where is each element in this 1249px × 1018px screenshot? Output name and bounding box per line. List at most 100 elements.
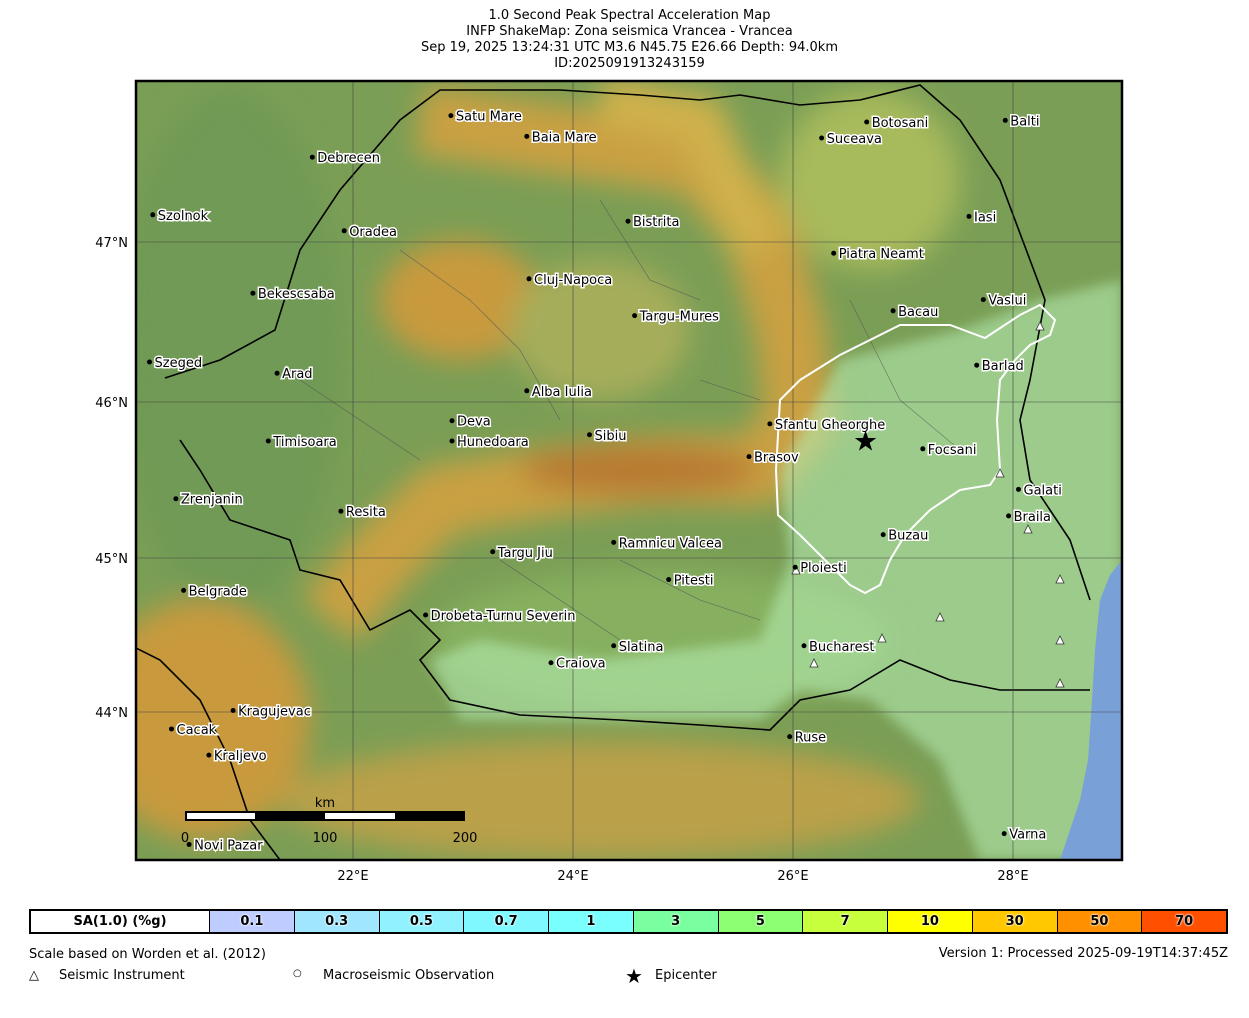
city-dot-icon [206,752,212,758]
city-marker: Belgrade [181,583,248,601]
city-label: Suceava [827,132,882,147]
city-dot-icon [611,539,617,545]
map-frame [134,79,1124,862]
city-dot-icon [974,362,980,368]
black-sea [1060,560,1122,860]
city-dot-icon [666,577,672,583]
city-marker: Novi Pazar [186,837,265,855]
seismic-instrument-triangle-icon [1035,321,1045,331]
lat-tick: 46°N [95,396,128,411]
city-marker: Bacau [890,303,940,321]
city-label: Baia Mare [532,130,597,145]
city-label: Brasov [754,451,799,466]
city-label: Buzau [888,529,928,544]
seismic-instrument-triangle-icon [1055,635,1065,645]
seismic-instrument-triangle-icon [791,565,801,575]
seismic-instrument-triangle-icon [877,633,887,643]
epicenter-star-icon: ★ [853,425,878,458]
city-label: Timisoara [272,435,336,450]
city-label: Cluj-Napoca [534,273,612,288]
city-dot-icon [548,660,554,666]
city-marker: Hunedoara [449,434,530,452]
admin-boundaries [299,199,961,641]
city-dot-icon [449,418,455,424]
city-marker: Brasov [746,449,800,467]
colorbar-bin: 0.1 [209,911,294,932]
circle-icon: ○ [293,968,302,979]
city-label: Galati [1024,483,1062,498]
city-marker: Cluj-Napoca [526,271,614,289]
city-dot-icon [1016,486,1021,492]
event-id-line: ID:2025091913243159 [554,56,705,71]
city-marker: Arad [274,366,314,384]
colorbar-bin: 70 [1141,911,1226,932]
city-label: Iasi [974,210,996,225]
city-dot-icon [819,135,825,141]
city-label: Resita [346,505,386,520]
colorbar-bin: 7 [802,911,887,932]
city-marker: Baia Mare [524,129,598,147]
city-label: Sfantu Gheorghe [775,418,885,433]
city-dot-icon [524,133,530,139]
seismic-instrument-triangle-icon [1055,678,1065,688]
city-label: Bucharest [809,640,874,655]
city-label: Focsani [928,443,977,458]
city-label: Craiova [556,657,606,672]
city-marker: Debrecen [309,150,382,168]
city-label: Belgrade [189,584,247,599]
city-marker: Vaslui [980,292,1028,310]
city-dot-icon [524,388,530,394]
city-marker: Pitesti [666,572,715,590]
city-label: Ploiesti [800,561,847,576]
city-dot-icon [230,707,236,713]
legend-label: Epicenter [655,968,717,983]
city-marker: Szeged [147,355,204,373]
city-dot-icon [746,454,752,460]
city-dot-icon [338,508,344,514]
city-label: Novi Pazar [194,838,263,853]
city-label: Pitesti [674,574,714,589]
city-marker: Braila [1006,508,1053,526]
city-marker: Buzau [880,527,930,545]
colorbar-bin: 50 [1056,911,1142,932]
colorbar-label: SA(1.0) (%g) [73,914,167,929]
city-dot-icon [611,643,617,649]
city-label: Piatra Neamt [839,247,924,262]
subtitle-line: INFP ShakeMap: Zona seismica Vrancea - V… [466,24,793,39]
scale-unit: km [315,796,335,811]
city-marker: Focsani [920,441,978,459]
city-dot-icon [880,532,886,538]
city-marker: Slatina [611,638,665,656]
city-marker: Barlad [974,358,1025,376]
seismic-stations [791,321,1065,688]
city-dot-icon [801,643,807,649]
event-info-line: Sep 19, 2025 13:24:31 UTC M3.6 N45.75 E2… [421,40,838,55]
city-label: Hunedoara [457,435,529,450]
city-marker: Kragujevac [230,703,312,721]
legend-label: Macroseismic Observation [323,968,495,983]
city-label: Varna [1009,828,1046,843]
city-label: Targu Jiu [497,546,553,561]
city-marker: Oradea [341,223,398,241]
city-dot-icon [423,612,429,618]
city-label: Zrenjanin [181,493,243,508]
city-dot-icon [173,496,179,502]
city-label: Cacak [177,723,217,738]
city-marker: Alba Iulia [524,383,593,401]
city-dot-icon [1006,513,1012,519]
city-dot-icon [147,359,152,365]
city-label: Sibiu [595,429,627,444]
city-marker: Drobeta-Turnu Severin [423,607,577,625]
seismic-instrument-triangle-icon [809,658,819,668]
seismic-instrument-triangle-icon [1023,524,1033,534]
colorbar-bin: 0.3 [293,911,379,932]
triangle-icon: △ [29,968,39,983]
scale-note: Scale based on Worden et al. (2012) [29,947,266,962]
city-dot-icon [625,218,631,224]
city-dot-icon [526,276,532,282]
colorbar-bin: 0.7 [463,911,548,932]
city-dot-icon [150,212,156,218]
city-label: Szeged [155,356,203,371]
symbol-legend: △ Seismic Instrument ○ Macroseismic Observa… [29,964,829,988]
city-dot-icon [1002,117,1008,123]
